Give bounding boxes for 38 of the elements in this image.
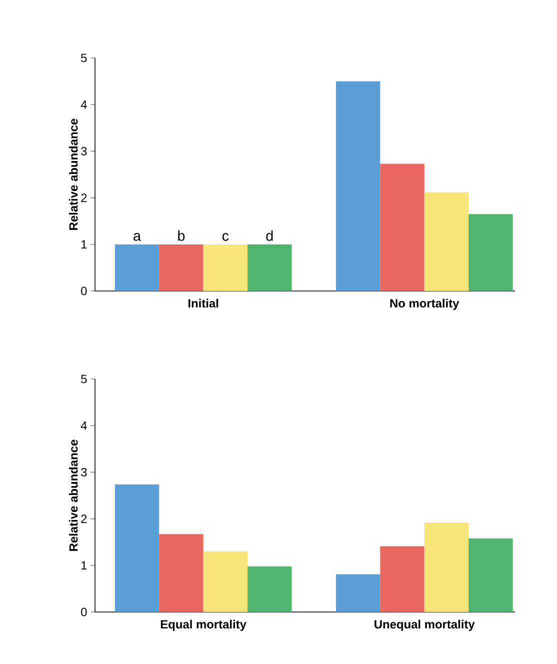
series-label: c bbox=[222, 233, 229, 241]
y-tick-label: 4 bbox=[80, 100, 87, 109]
bar bbox=[380, 546, 424, 612]
bar bbox=[336, 81, 380, 291]
x-tick-label: Initial bbox=[188, 298, 218, 308]
y-tick-label: 4 bbox=[80, 421, 87, 430]
y-tick-label: 1 bbox=[81, 240, 87, 249]
series-label: d bbox=[266, 230, 273, 241]
y-axis-title: Relative abundance bbox=[68, 440, 78, 551]
y-tick-label: 3 bbox=[81, 468, 87, 476]
x-tick-label: Equal mortality bbox=[160, 620, 246, 631]
bar bbox=[336, 574, 380, 612]
bar bbox=[203, 551, 248, 612]
bar bbox=[159, 534, 204, 612]
x-tick-label: Unequal mortality bbox=[374, 620, 475, 631]
bar bbox=[424, 192, 469, 291]
y-tick-label: 0 bbox=[81, 608, 87, 616]
x-tick-label: No mortality bbox=[390, 298, 460, 310]
bar bbox=[114, 244, 160, 291]
y-tick-label: 1 bbox=[81, 561, 87, 570]
y-tick-label: 2 bbox=[81, 194, 87, 202]
bar bbox=[248, 244, 292, 291]
y-tick-label: 3 bbox=[81, 146, 87, 156]
bar bbox=[468, 538, 513, 612]
y-tick-label: 5 bbox=[81, 54, 87, 62]
y-tick-label: 5 bbox=[81, 374, 87, 384]
series-label: b bbox=[178, 230, 185, 241]
bar bbox=[114, 484, 160, 612]
bar bbox=[424, 522, 469, 612]
bar bbox=[248, 566, 292, 612]
bar bbox=[380, 164, 424, 291]
series-label: a bbox=[134, 233, 141, 241]
bar bbox=[159, 244, 204, 291]
bar bbox=[203, 244, 248, 291]
y-tick-label: 2 bbox=[81, 514, 87, 523]
y-axis-title: Relative abundance bbox=[68, 118, 78, 230]
bar bbox=[468, 214, 513, 291]
y-tick-label: 0 bbox=[81, 286, 87, 296]
